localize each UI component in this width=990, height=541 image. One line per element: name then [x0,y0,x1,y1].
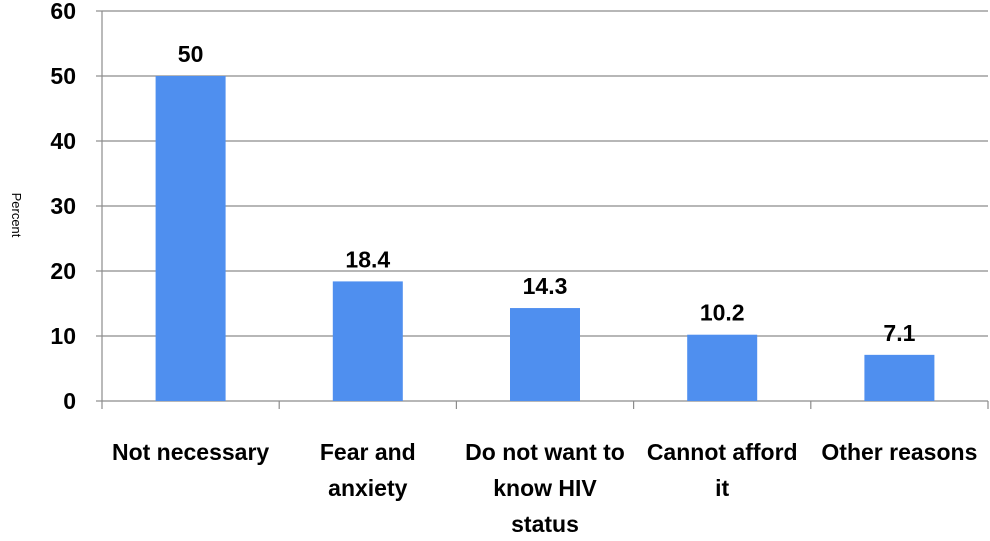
category-label: status [511,511,579,537]
data-label: 14.3 [523,273,568,299]
y-tick-label: 50 [50,63,76,89]
data-label: 18.4 [345,246,390,272]
category-label: Cannot afford [647,439,798,465]
category-label: know HIV [493,475,597,501]
y-tick-label: 10 [50,323,76,349]
y-tick-labels: 0 10 20 30 40 50 60 [50,0,102,414]
category-label: Fear and [320,439,416,465]
bar [155,76,226,401]
bar [687,334,758,401]
data-label: 50 [178,41,204,67]
bar [510,308,580,401]
data-labels: 50 18.4 14.3 10.2 7.1 [178,41,916,346]
data-label: 7.1 [883,320,915,346]
bars [155,76,935,401]
y-axis-label: Percent [9,193,24,238]
y-tick-label: 30 [50,193,76,219]
bar [864,354,935,401]
category-label: Other reasons [821,439,977,465]
y-tick-label: 60 [50,0,76,24]
category-label: Not necessary [112,439,269,465]
data-label: 10.2 [700,300,745,326]
category-labels: Not necessary Fear and anxiety Do not want … [112,439,977,537]
y-tick-label: 0 [63,388,76,414]
category-label: Do not want to [465,439,625,465]
y-tick-label: 20 [50,258,76,284]
category-label: it [715,475,729,501]
bar [332,281,403,401]
y-tick-label: 40 [50,128,76,154]
gridlines [102,10,988,337]
category-label: anxiety [328,475,407,501]
